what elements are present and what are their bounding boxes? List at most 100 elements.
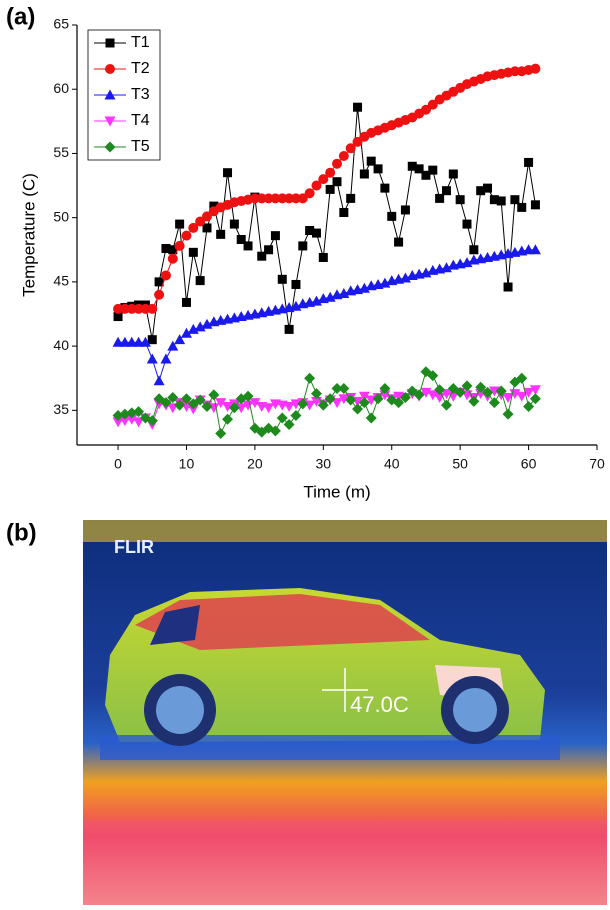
- marker: [440, 389, 452, 400]
- marker: [297, 398, 309, 410]
- x-tick-label: 40: [384, 456, 400, 472]
- marker: [529, 393, 541, 405]
- marker: [393, 397, 405, 409]
- marker: [112, 417, 124, 428]
- marker: [276, 412, 288, 424]
- marker: [201, 400, 213, 412]
- marker: [284, 324, 294, 334]
- marker: [105, 64, 115, 74]
- marker: [181, 230, 192, 241]
- marker: [146, 353, 158, 364]
- marker: [297, 193, 308, 204]
- marker: [270, 231, 280, 241]
- y-tick-label: 55: [53, 144, 69, 160]
- marker: [160, 353, 172, 364]
- x-tick-label: 70: [589, 456, 605, 472]
- marker: [147, 303, 158, 314]
- marker: [399, 272, 411, 283]
- legend-label: T3: [131, 86, 150, 103]
- marker: [455, 195, 465, 205]
- marker: [529, 385, 541, 396]
- x-tick-label: 20: [247, 456, 263, 472]
- marker: [509, 66, 520, 77]
- marker: [264, 245, 274, 255]
- marker: [187, 323, 199, 334]
- marker: [454, 386, 466, 398]
- marker: [277, 274, 287, 284]
- marker: [104, 141, 116, 153]
- marker: [269, 425, 281, 437]
- marker: [496, 196, 506, 206]
- marker: [249, 193, 260, 204]
- legend-label: T1: [131, 34, 150, 51]
- marker: [468, 395, 480, 407]
- legend-label: T2: [131, 60, 150, 77]
- marker: [104, 89, 116, 100]
- marker: [161, 243, 171, 253]
- marker: [502, 408, 514, 420]
- marker: [523, 387, 535, 398]
- marker: [147, 335, 157, 345]
- marker: [188, 247, 198, 257]
- marker: [379, 382, 391, 394]
- marker: [421, 170, 431, 180]
- marker: [263, 193, 274, 204]
- marker: [332, 158, 342, 169]
- marker: [126, 414, 138, 425]
- marker: [345, 143, 356, 154]
- marker: [105, 38, 115, 48]
- marker: [434, 384, 446, 396]
- y-tick-label: 45: [53, 273, 69, 289]
- panel-label: (b): [6, 519, 37, 546]
- wheel-hub: [156, 686, 204, 734]
- marker: [304, 188, 315, 199]
- marker: [325, 184, 335, 194]
- marker: [523, 400, 535, 412]
- marker: [202, 223, 212, 233]
- marker: [394, 237, 404, 247]
- marker: [338, 382, 350, 394]
- marker: [346, 193, 356, 203]
- marker: [222, 413, 234, 425]
- marker: [331, 382, 343, 394]
- legend-label: T4: [131, 112, 150, 129]
- marker: [488, 386, 500, 397]
- y-tick-label: 60: [53, 80, 69, 96]
- legend-label: T5: [131, 138, 150, 155]
- marker: [153, 375, 165, 386]
- marker: [195, 276, 205, 286]
- marker: [353, 102, 363, 112]
- x-tick-label: 60: [521, 456, 537, 472]
- marker: [277, 193, 288, 204]
- y-tick-label: 65: [53, 16, 69, 32]
- y-tick-label: 50: [53, 208, 69, 224]
- marker: [517, 202, 527, 212]
- marker: [119, 303, 130, 314]
- wheel-hub: [453, 688, 497, 732]
- marker: [235, 403, 247, 414]
- marker: [358, 397, 370, 409]
- marker: [495, 385, 507, 397]
- marker: [352, 136, 363, 147]
- marker: [440, 262, 452, 273]
- marker: [229, 219, 239, 229]
- marker: [332, 177, 342, 187]
- marker: [263, 403, 275, 414]
- marker: [194, 321, 206, 332]
- marker: [290, 300, 302, 311]
- marker: [529, 244, 541, 255]
- marker: [365, 412, 377, 424]
- marker: [283, 401, 295, 412]
- marker: [215, 427, 227, 439]
- marker: [167, 340, 179, 351]
- marker: [387, 211, 397, 221]
- marker: [188, 222, 199, 233]
- marker: [310, 388, 322, 400]
- marker: [208, 389, 220, 401]
- marker: [167, 391, 179, 403]
- series-line: [118, 249, 536, 383]
- y-tick-label: 40: [53, 337, 69, 353]
- marker: [366, 156, 376, 166]
- marker: [414, 164, 424, 174]
